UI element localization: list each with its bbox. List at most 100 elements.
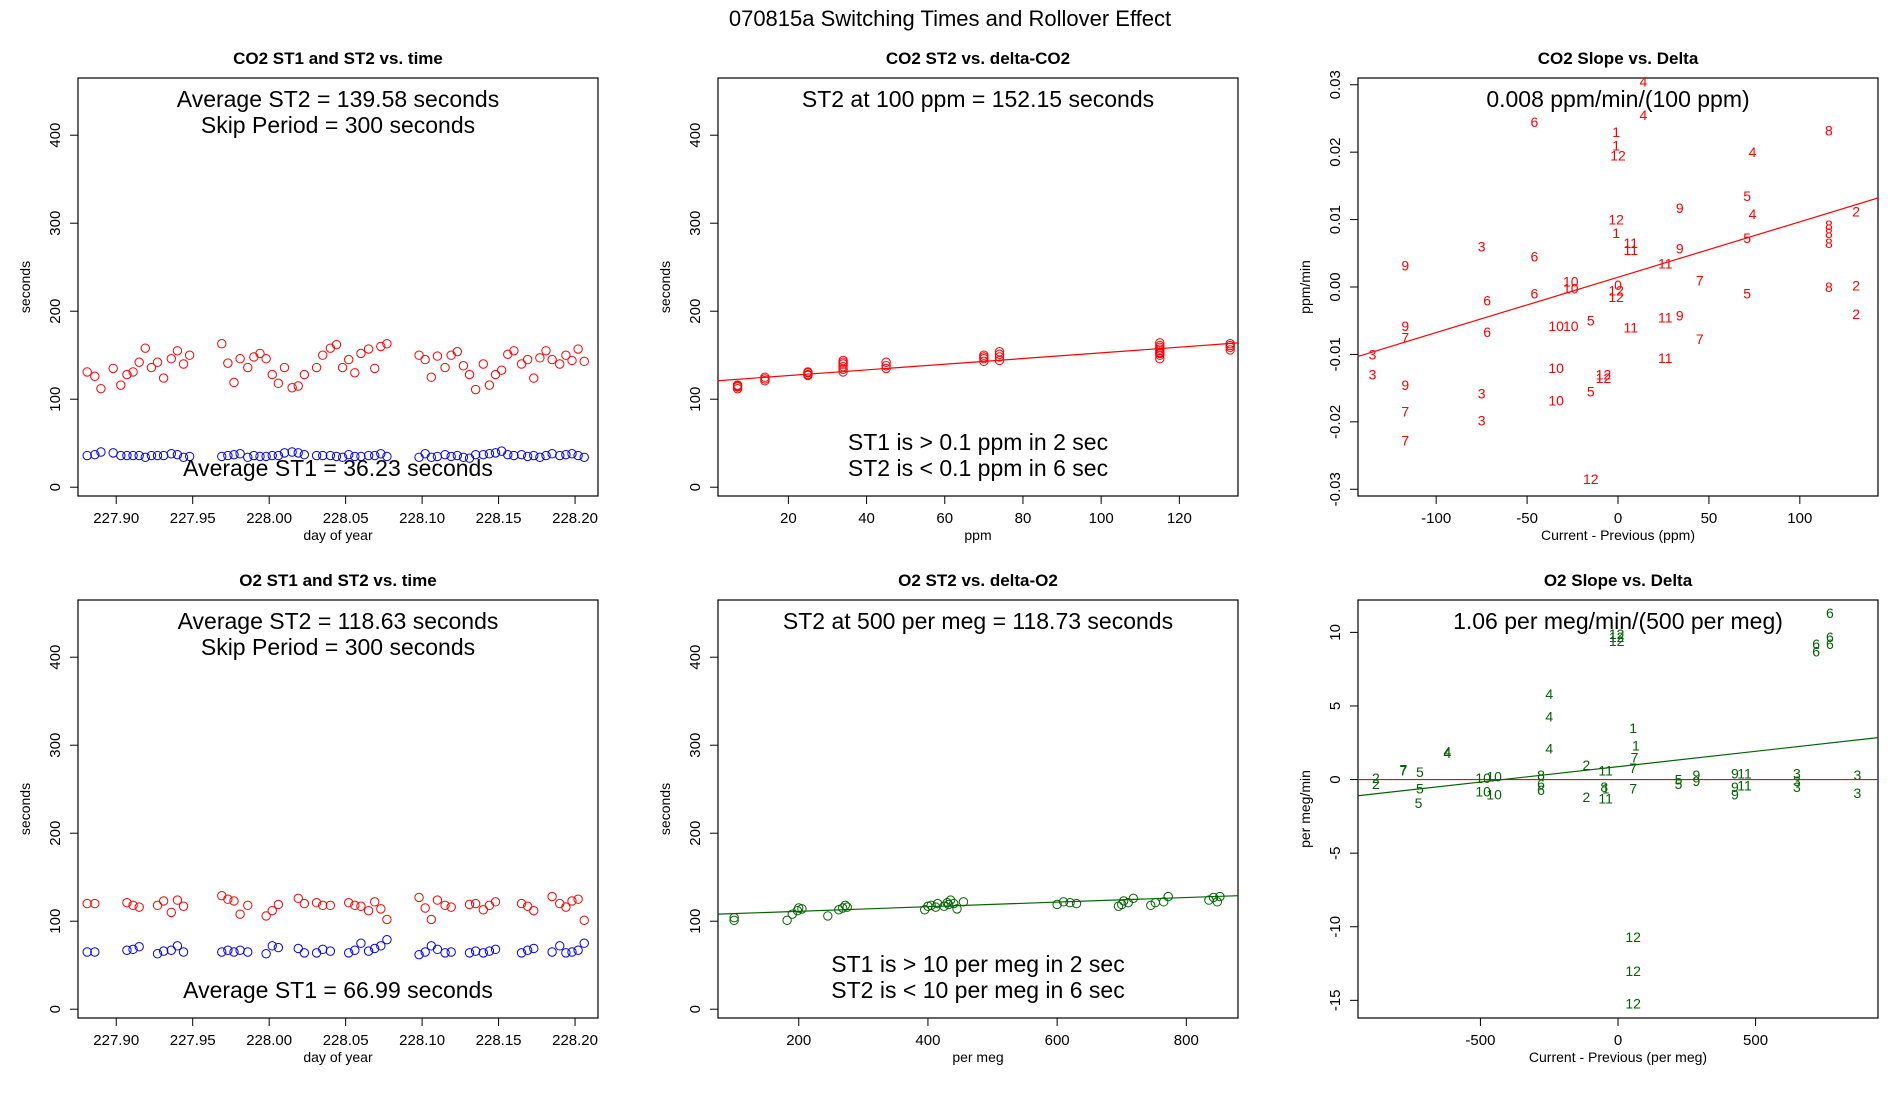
o2-time-st2-point	[166, 907, 176, 918]
o2-time-st2-point	[370, 897, 380, 907]
co2-delta-annotation: ST1 is > 0.1 ppm in 2 sec	[848, 429, 1108, 455]
co2-time-st2-point	[178, 359, 189, 369]
o2-time-xtick-label: 228.05	[323, 1032, 369, 1049]
o2-slope-ytick-label: -10	[1327, 916, 1344, 938]
co2-time-st2-point	[325, 343, 336, 353]
o2-time-st1-point	[325, 946, 336, 956]
co2-time-st2-point	[420, 354, 430, 365]
co2-slope-month-label: 5	[1587, 313, 1595, 329]
co2-time-st1-point	[128, 450, 138, 461]
co2-slope-month-label: 10	[1548, 360, 1564, 376]
co2-time-st2-point	[496, 365, 507, 375]
o2-delta-ytick-label: 0	[687, 1005, 704, 1013]
co2-delta-st2-point	[1225, 345, 1235, 355]
co2-time-st1-point	[178, 452, 189, 462]
co2-time-ytick-label: 200	[47, 299, 64, 324]
co2-slope-ytick-label: -0.01	[1327, 337, 1344, 371]
co2-time-st1-point	[287, 447, 297, 457]
o2-time-st1-point	[178, 947, 189, 957]
co2-delta-title: CO2 ST2 vs. delta-CO2	[886, 49, 1070, 68]
co2-delta-ylabel: seconds	[657, 261, 673, 313]
o2-time-st1-point	[128, 944, 138, 955]
o2-delta-st2-point	[952, 904, 962, 914]
o2-delta-annotation: ST2 at 500 per meg = 118.73 seconds	[783, 608, 1173, 634]
co2-time-st1-point	[535, 452, 545, 462]
co2-time-st2-point	[140, 343, 150, 353]
o2-slope-month-label: 12	[1609, 629, 1625, 645]
o2-slope-ytick-label: 0	[1327, 775, 1344, 783]
co2-slope-month-label: 8	[1825, 123, 1833, 139]
co2-delta-ytick-label: 300	[687, 211, 704, 236]
o2-delta-st2-point	[1146, 900, 1156, 911]
co2-slope-month-label: 6	[1530, 286, 1538, 302]
o2-slope-title: O2 Slope vs. Delta	[1544, 571, 1693, 590]
o2-time-st1-point	[555, 941, 565, 951]
o2-delta-annotation: ST2 is < 10 per meg in 6 sec	[831, 977, 1124, 1003]
o2-time-st2-point	[446, 902, 456, 912]
co2-time-st1-point	[426, 452, 436, 462]
co2-time-st1-point	[318, 450, 328, 461]
co2-time-st2-point	[490, 369, 501, 380]
co2-delta-ytick-label: 100	[687, 387, 704, 412]
o2-time-st2-point	[299, 898, 310, 909]
o2-slope-month-label: 11	[1737, 777, 1752, 793]
co2-slope-month-label: 8	[1825, 235, 1833, 251]
o2-time-annotation: Skip Period = 300 seconds	[201, 634, 475, 660]
o2-time-st1-point	[217, 947, 227, 957]
o2-slope-month-label: 12	[1609, 633, 1625, 649]
o2-slope-month-label: 2	[1582, 789, 1590, 805]
o2-delta-st2-point	[842, 902, 852, 912]
o2-time-st1-point	[376, 941, 386, 951]
co2-delta-st2-point	[838, 361, 848, 372]
o2-time-st1-point	[382, 934, 392, 945]
co2-slope-month-label: 5	[1743, 286, 1751, 302]
co2-time-st2-point	[318, 350, 328, 360]
co2-delta-st2-point	[732, 380, 743, 390]
co2-time-st2-point	[370, 363, 380, 374]
o2-slope-xtick-label: 500	[1743, 1032, 1768, 1049]
co2-slope-month-label: 5	[1587, 384, 1595, 400]
o2-delta-title: O2 ST2 vs. delta-O2	[898, 571, 1058, 590]
co2-slope-month-label: 10	[1548, 392, 1564, 408]
co2-delta-xtick-label: 100	[1089, 510, 1114, 527]
o2-delta-xtick-label: 800	[1174, 1032, 1199, 1049]
co2-slope-month-label: 8	[1825, 217, 1833, 233]
co2-delta-ytick-label: 0	[687, 483, 704, 491]
co2-time-st1-point	[172, 449, 183, 460]
co2-time-st1-point	[522, 451, 533, 462]
co2-slope-xtick-label: -50	[1516, 510, 1538, 527]
co2-time-annotation: Skip Period = 300 seconds	[201, 112, 475, 138]
co2-delta-st2-point	[838, 355, 848, 366]
co2-time-st1-point	[152, 450, 163, 461]
co2-time-st1-point	[299, 449, 310, 460]
o2-time-st2-point	[267, 905, 277, 916]
co2-delta-st2-point	[994, 349, 1005, 360]
o2-time-st1-point	[516, 948, 527, 958]
o2-time-st1-point	[579, 938, 589, 948]
o2-time-st1-point	[318, 944, 328, 955]
o2-time-st2-point	[420, 903, 430, 913]
co2-time-st2-point	[172, 346, 183, 356]
o2-delta-st2-point	[942, 898, 953, 908]
o2-delta-st2-point	[920, 905, 930, 915]
o2-slope-month-label: 9	[1731, 766, 1739, 782]
co2-time-st2-point	[356, 348, 366, 359]
o2-time-st2-point	[573, 894, 583, 904]
co2-time-st1-point	[509, 450, 519, 461]
o2-time-st1-point	[122, 945, 132, 955]
co2-time-xtick-label: 227.95	[170, 510, 216, 527]
o2-time-ytick-label: 0	[47, 1005, 64, 1013]
co2-time-st2-point	[573, 344, 583, 354]
co2-time-ytick-label: 400	[47, 123, 64, 148]
co2-slope-xtick-label: -100	[1421, 510, 1451, 527]
co2-time-st1-point	[337, 452, 348, 462]
o2-slope-month-label: 9	[1693, 767, 1701, 783]
o2-delta-st2-point	[943, 899, 954, 910]
co2-time-xtick-label: 228.15	[476, 510, 522, 527]
o2-time-st2-point	[178, 901, 189, 911]
co2-time-st1-point	[516, 449, 527, 460]
o2-slope-month-label: 10	[1475, 770, 1491, 786]
o2-time-st1-point	[470, 946, 481, 956]
co2-time-st1-point	[134, 450, 144, 461]
co2-slope-fit-line	[1358, 197, 1878, 358]
